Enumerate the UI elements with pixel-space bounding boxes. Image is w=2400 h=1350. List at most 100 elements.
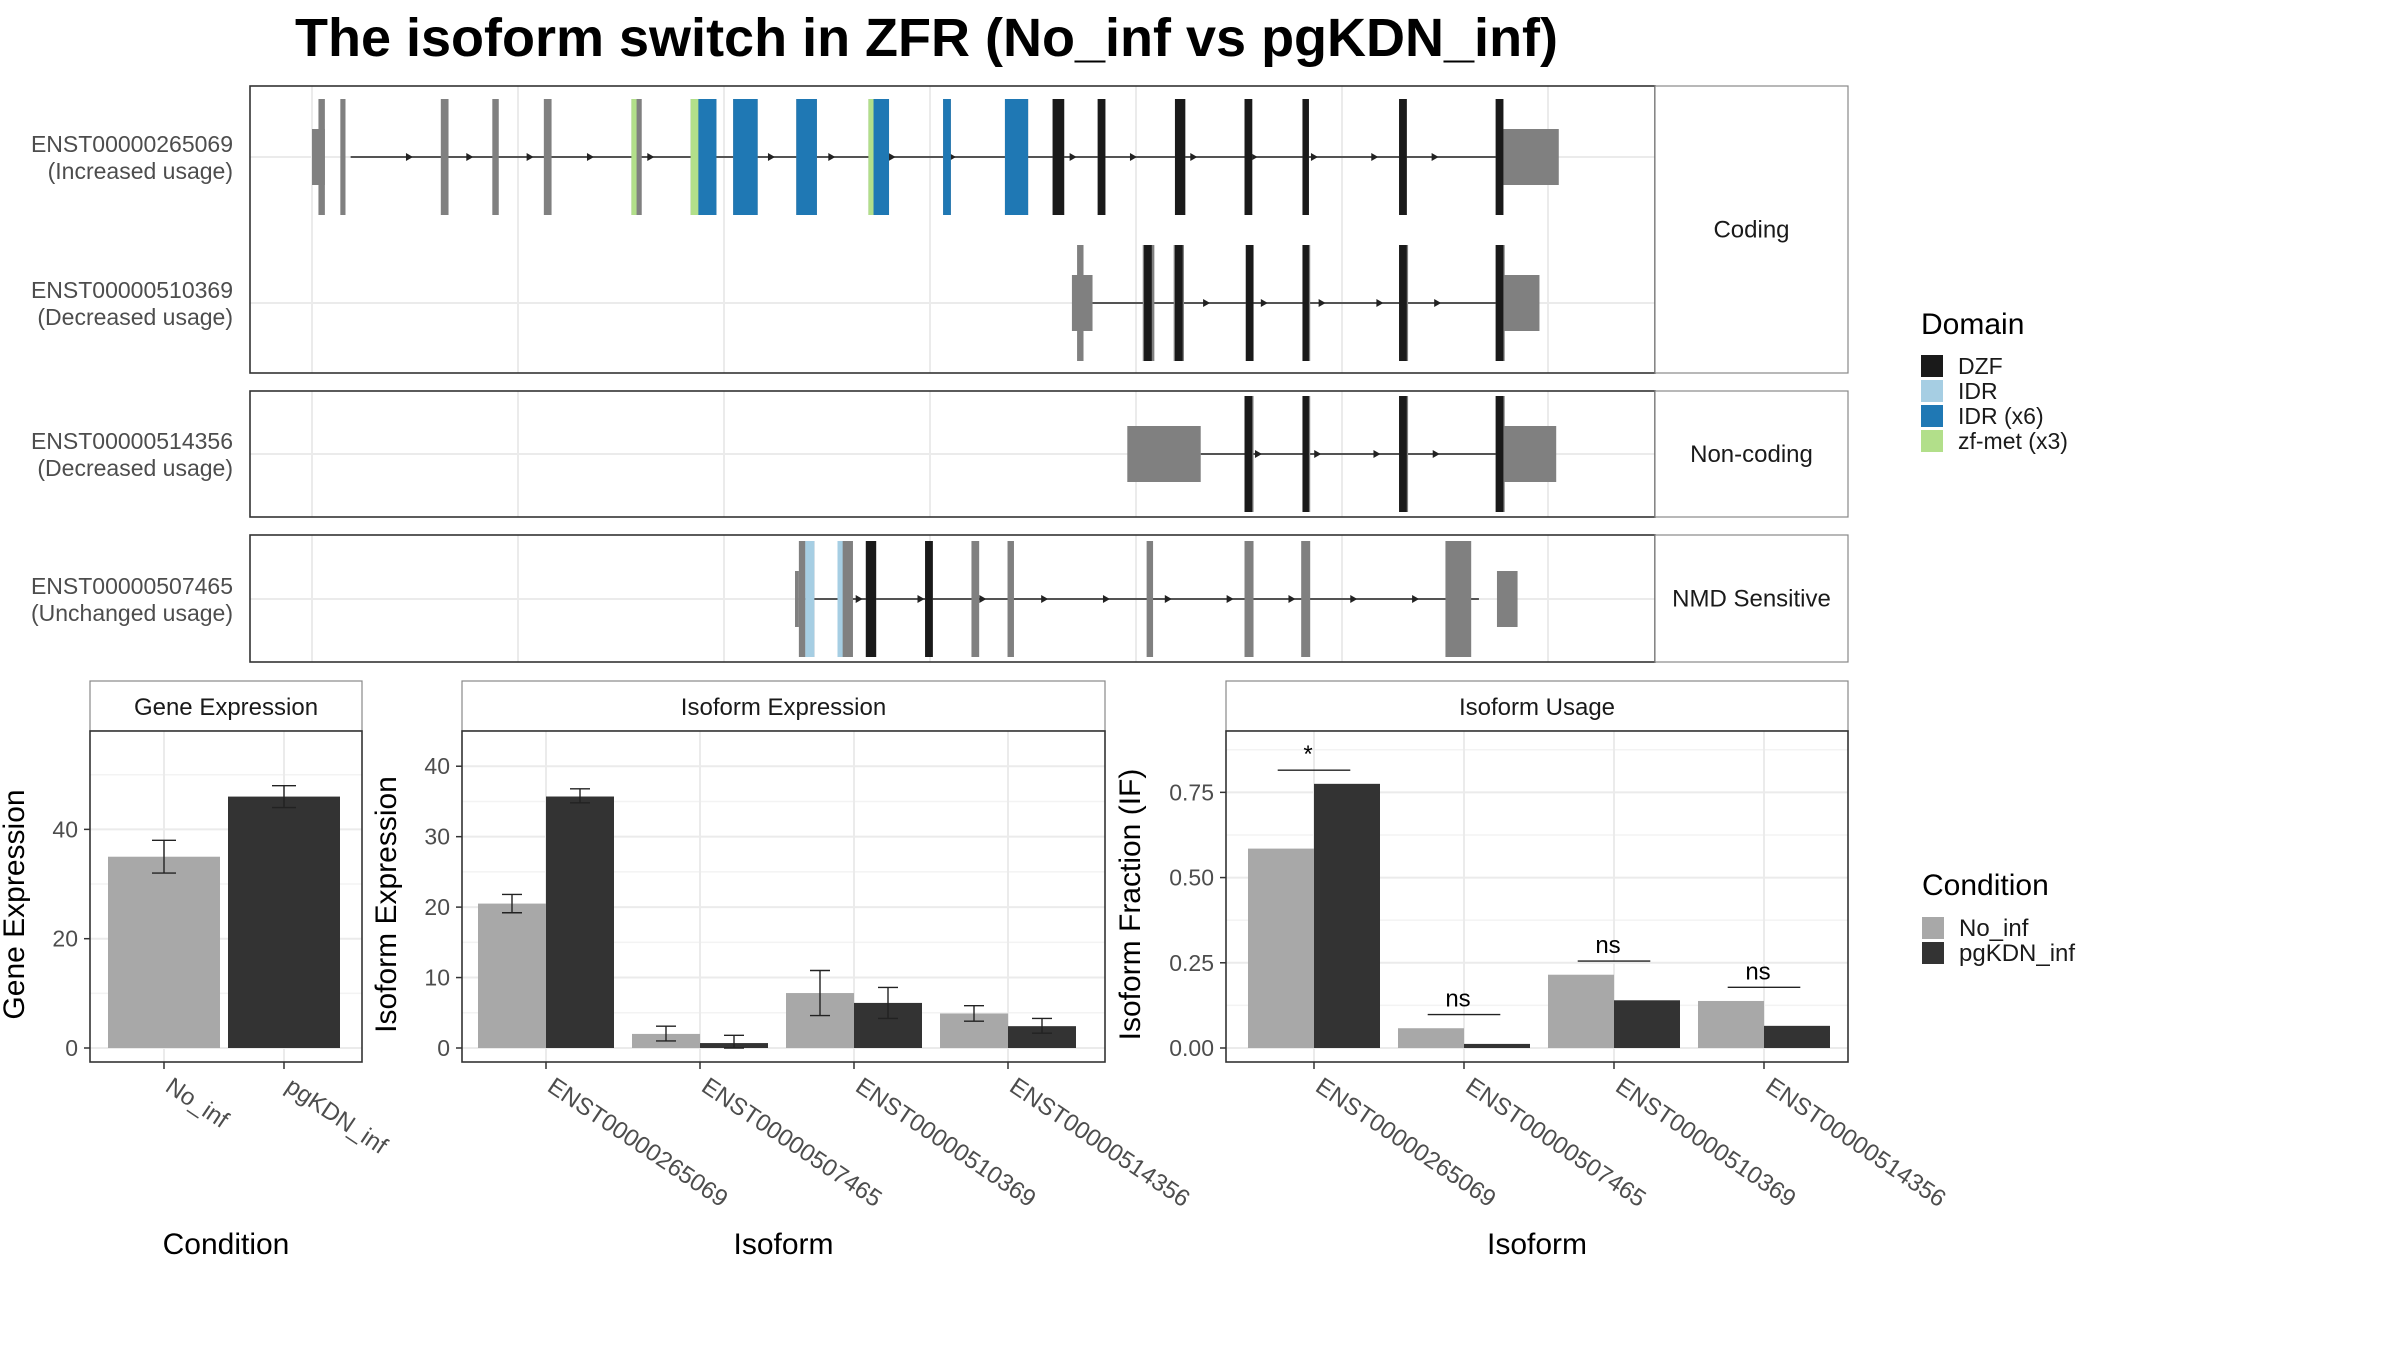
facet-strip — [1654, 390, 1849, 518]
figure-title: The isoform switch in ZFR (No_inf vs pgK… — [295, 8, 1558, 68]
transcript-ENST00000510369: ENST00000510369(Decreased usage) — [31, 245, 1540, 361]
panel-gene-expression: Gene Expression 0 20 40 No_inf pgKDN_inf Condi… — [0, 680, 393, 1261]
bar-no-inf — [1548, 974, 1614, 1048]
domain-dzf — [1302, 245, 1309, 361]
strand-arrow — [1310, 153, 1318, 161]
domain-dzf — [1245, 245, 1254, 361]
strand-arrow — [1376, 299, 1384, 307]
y-tick-label: 0 — [437, 1035, 450, 1061]
y-axis-title: Isoform Expression — [370, 776, 403, 1033]
y-tick-label: 30 — [424, 824, 450, 850]
utr-block — [795, 571, 799, 627]
strand-arrow — [1431, 153, 1439, 161]
significance-label: ns — [1745, 958, 1770, 985]
legend-key-idrx — [1921, 405, 1943, 427]
strand-arrow — [1260, 299, 1268, 307]
legend-key-pgkdn-inf — [1922, 942, 1944, 964]
bar-no-inf — [1698, 1000, 1764, 1048]
utr-block — [1127, 426, 1201, 482]
domain-dzf — [1097, 99, 1106, 215]
error-bar — [570, 788, 590, 804]
x-tick-label: pgKDN_inf — [281, 1073, 393, 1160]
legend-key-no-inf — [1922, 917, 1944, 939]
strand-arrow — [1288, 595, 1296, 603]
significance-label: ns — [1445, 986, 1470, 1013]
legend-label: No_inf — [1959, 915, 2029, 942]
strand-arrow — [1318, 299, 1326, 307]
panel-strip — [89, 680, 363, 732]
strand-arrow — [1226, 595, 1234, 603]
panel-border — [461, 730, 1106, 1063]
panel-strip-label: Isoform Usage — [1459, 694, 1615, 721]
isoform-structure-panel: Coding Non-coding NMD Sensitive ENST0000026… — [31, 85, 1849, 663]
transcript-id-label: ENST00000507465 — [31, 573, 233, 599]
strand-arrow — [526, 153, 534, 161]
facet-strip-label: NMD Sensitive — [1672, 586, 1831, 613]
bar-no-inf — [478, 903, 546, 1048]
utr-block — [1496, 129, 1559, 185]
domain-idrx — [733, 99, 758, 215]
transcript-ENST00000514356: ENST00000514356(Decreased usage) — [31, 396, 1557, 512]
bar-pgkdn-inf — [1008, 1026, 1076, 1048]
strand-arrow — [1314, 450, 1322, 458]
error-bar — [502, 893, 522, 914]
utr-block — [1496, 426, 1557, 482]
domain-dzf — [1052, 99, 1065, 215]
y-tick-label: 20 — [52, 926, 78, 952]
bar-no_inf — [108, 856, 220, 1048]
bar-pgkdn-inf — [1464, 1043, 1530, 1048]
transcript-usage-label: (Unchanged usage) — [31, 600, 233, 626]
error-bar — [656, 1025, 676, 1042]
y-tick-label: 40 — [424, 753, 450, 779]
legend-key-zfmetx — [1921, 430, 1943, 452]
domain-dzf — [1495, 245, 1504, 361]
panel-border — [89, 730, 363, 1063]
domain-dzf — [1399, 99, 1407, 215]
error-bar — [810, 969, 830, 1017]
legend-label: IDR — [1958, 378, 1998, 404]
transcript-ENST00000265069: ENST00000265069(Increased usage) — [31, 99, 1559, 215]
panel-strip-label: Isoform Expression — [681, 694, 886, 721]
strand-arrow — [855, 595, 863, 603]
x-axis-title: Condition — [163, 1228, 290, 1261]
strand-arrow — [1373, 450, 1381, 458]
panel-strip — [461, 680, 1106, 732]
y-tick-label: 40 — [52, 816, 78, 842]
x-tick-label: No_inf — [161, 1073, 234, 1134]
strand-arrow — [405, 153, 413, 161]
y-tick-label: 0.75 — [1169, 779, 1214, 805]
domain-dzf — [1302, 99, 1309, 215]
bar-pgkdn-inf — [1314, 783, 1380, 1048]
domain-dzf — [1302, 396, 1309, 512]
y-tick-label: 0.50 — [1169, 865, 1214, 891]
strand-arrow — [1434, 299, 1442, 307]
bar-pgkdn_inf — [228, 796, 340, 1048]
utr-block — [1496, 571, 1518, 627]
domain-dzf — [1244, 396, 1253, 512]
y-tick-label: 0.00 — [1169, 1035, 1214, 1061]
exon-block — [492, 99, 499, 215]
domain-zfmetx — [868, 99, 874, 215]
facet-strip — [1654, 534, 1849, 663]
strand-arrow — [466, 153, 474, 161]
strand-arrow — [1069, 153, 1077, 161]
bar-pgkdn-inf — [546, 796, 614, 1048]
strand-arrow — [1164, 595, 1172, 603]
exon-block — [543, 99, 552, 215]
panel-border — [1225, 730, 1849, 1063]
domain-dzf — [1495, 396, 1504, 512]
domain-zfmetx — [631, 99, 637, 215]
exon-block — [1301, 541, 1311, 657]
legend-label: pgKDN_inf — [1959, 940, 2075, 967]
strand-arrow — [1102, 595, 1110, 603]
domain-dzf — [1144, 245, 1152, 361]
exon-block — [1146, 541, 1154, 657]
transcript-ENST00000507465: ENST00000507465(Unchanged usage) — [31, 541, 1518, 657]
error-bar — [724, 1034, 744, 1049]
bar-no-inf — [1398, 1028, 1464, 1048]
strand-arrow — [1129, 153, 1137, 161]
error-bar — [152, 839, 176, 874]
y-axis-title: Isoform Fraction (IF) — [1114, 769, 1147, 1041]
facet-strip-label: Coding — [1713, 217, 1789, 244]
